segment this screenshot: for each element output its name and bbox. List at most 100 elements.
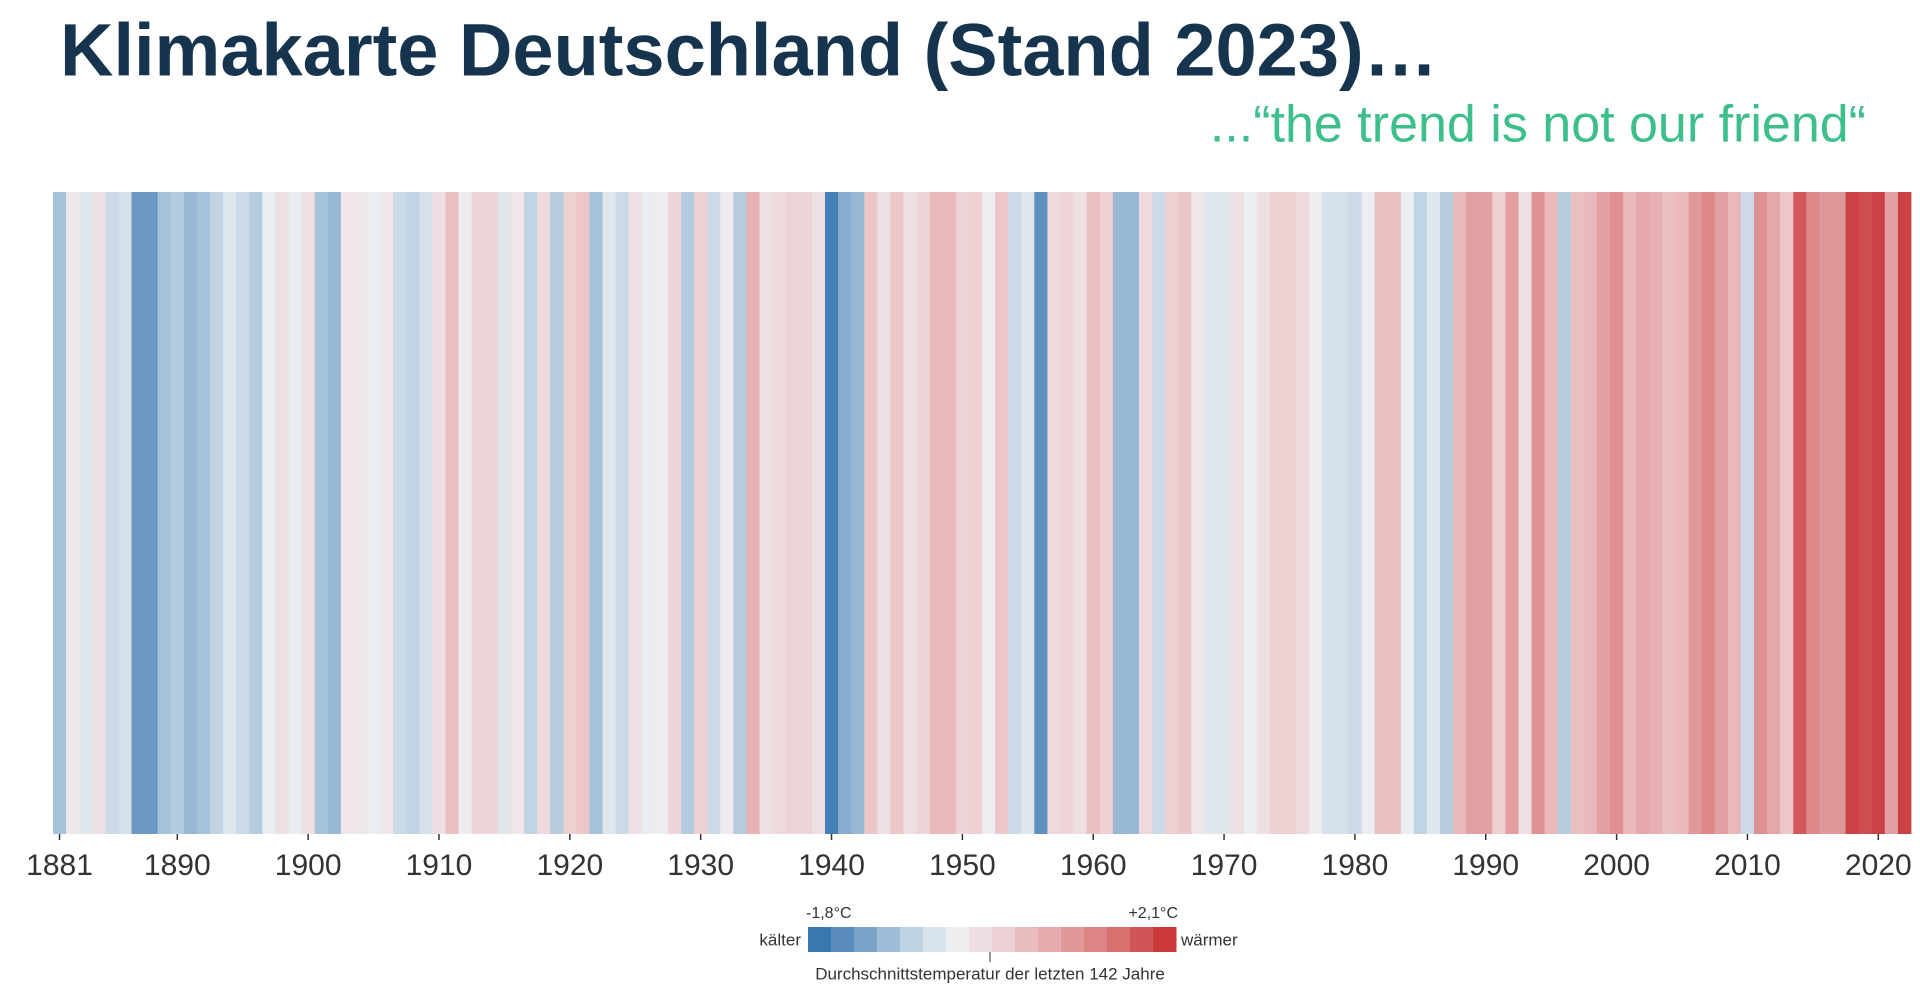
stripe	[66, 192, 80, 834]
stripe	[236, 192, 250, 834]
stripe	[1662, 192, 1676, 834]
stripe	[157, 192, 172, 834]
stripe	[327, 192, 342, 834]
stripe	[1453, 192, 1467, 834]
stripe	[301, 192, 316, 834]
stripe	[1544, 192, 1559, 834]
stripe	[131, 192, 145, 834]
x-tick-label: 1881	[26, 849, 93, 882]
stripe	[1296, 192, 1310, 834]
stripe	[1780, 192, 1794, 834]
stripe	[851, 192, 865, 834]
stripe	[118, 192, 132, 834]
stripe	[1806, 192, 1820, 834]
x-tick-label: 1910	[406, 849, 473, 882]
x-tick-label: 2010	[1714, 849, 1781, 882]
stripe	[681, 192, 695, 834]
stripe	[877, 192, 891, 834]
stripe	[1610, 192, 1624, 834]
stripe	[1858, 192, 1873, 834]
legend-swatch	[1130, 927, 1154, 952]
stripe	[380, 192, 394, 834]
stripe	[550, 192, 564, 834]
stripe	[1348, 192, 1362, 834]
stripe	[1204, 192, 1218, 834]
stripe	[249, 192, 263, 834]
stripe	[1335, 192, 1349, 834]
stripe	[916, 192, 931, 834]
stripe	[1688, 192, 1703, 834]
x-tick-label: 1900	[275, 849, 342, 882]
stripe	[785, 192, 800, 834]
stripe	[1125, 192, 1140, 834]
stripe	[838, 192, 852, 834]
stripe	[982, 192, 996, 834]
stripe	[1570, 192, 1585, 834]
stripe	[1309, 192, 1323, 834]
stripe	[641, 192, 656, 834]
stripe	[1518, 192, 1532, 834]
legend-high: wärmer	[1180, 930, 1238, 949]
stripe	[1753, 192, 1768, 834]
stripe	[105, 192, 119, 834]
stripe	[1531, 192, 1546, 834]
stripe	[275, 192, 289, 834]
legend-max-label: +2,1°C	[1128, 905, 1178, 922]
stripe	[144, 192, 159, 834]
stripe	[1086, 192, 1101, 834]
stripe	[824, 192, 839, 834]
stripe	[419, 192, 433, 834]
stripe	[353, 192, 368, 834]
stripe	[1034, 192, 1048, 834]
stripe	[1217, 192, 1232, 834]
stripe	[1596, 192, 1611, 834]
stripe	[1230, 192, 1245, 834]
x-tick-label: 1940	[798, 849, 865, 882]
stripe	[1636, 192, 1650, 834]
stripe	[1649, 192, 1663, 834]
x-tick-label: 1930	[667, 849, 734, 882]
stripe	[733, 192, 747, 834]
stripe	[1466, 192, 1480, 834]
stripe	[1008, 192, 1022, 834]
stripe	[53, 192, 67, 834]
legend-swatch	[877, 927, 901, 952]
stripe	[1152, 192, 1166, 834]
x-tick-label: 1970	[1191, 849, 1258, 882]
legend-swatch	[1015, 927, 1039, 952]
legend-swatch	[900, 927, 924, 952]
stripe	[1387, 192, 1402, 834]
stripe	[210, 192, 224, 834]
stripe	[79, 192, 93, 834]
stripe	[1099, 192, 1114, 834]
legend-swatch	[831, 927, 855, 952]
stripe	[1021, 192, 1035, 834]
legend-swatch	[1061, 927, 1085, 952]
stripe	[1400, 192, 1415, 834]
x-tick-label: 1990	[1452, 849, 1519, 882]
stripe	[1282, 192, 1297, 834]
stripe	[1675, 192, 1689, 834]
stripe	[1793, 192, 1807, 834]
stripe	[183, 192, 198, 834]
stripe	[1243, 192, 1258, 834]
chart-subtitle: ...“the trend is not our friend“	[1210, 96, 1866, 154]
stripe	[1112, 192, 1127, 834]
stripe	[393, 192, 407, 834]
stripe	[1269, 192, 1284, 834]
stripe	[1256, 192, 1271, 834]
stripe	[615, 192, 630, 834]
x-tick-label: 1890	[144, 849, 211, 882]
stripe	[1845, 192, 1860, 834]
stripe	[942, 192, 957, 834]
x-tick-label: 1980	[1322, 849, 1389, 882]
stripe	[1727, 192, 1742, 834]
stripe	[654, 192, 669, 834]
stripe	[589, 192, 603, 834]
stripe	[903, 192, 917, 834]
stripe	[1060, 192, 1074, 834]
stripe	[223, 192, 237, 834]
stripe	[340, 192, 355, 834]
stripe	[1767, 192, 1781, 834]
